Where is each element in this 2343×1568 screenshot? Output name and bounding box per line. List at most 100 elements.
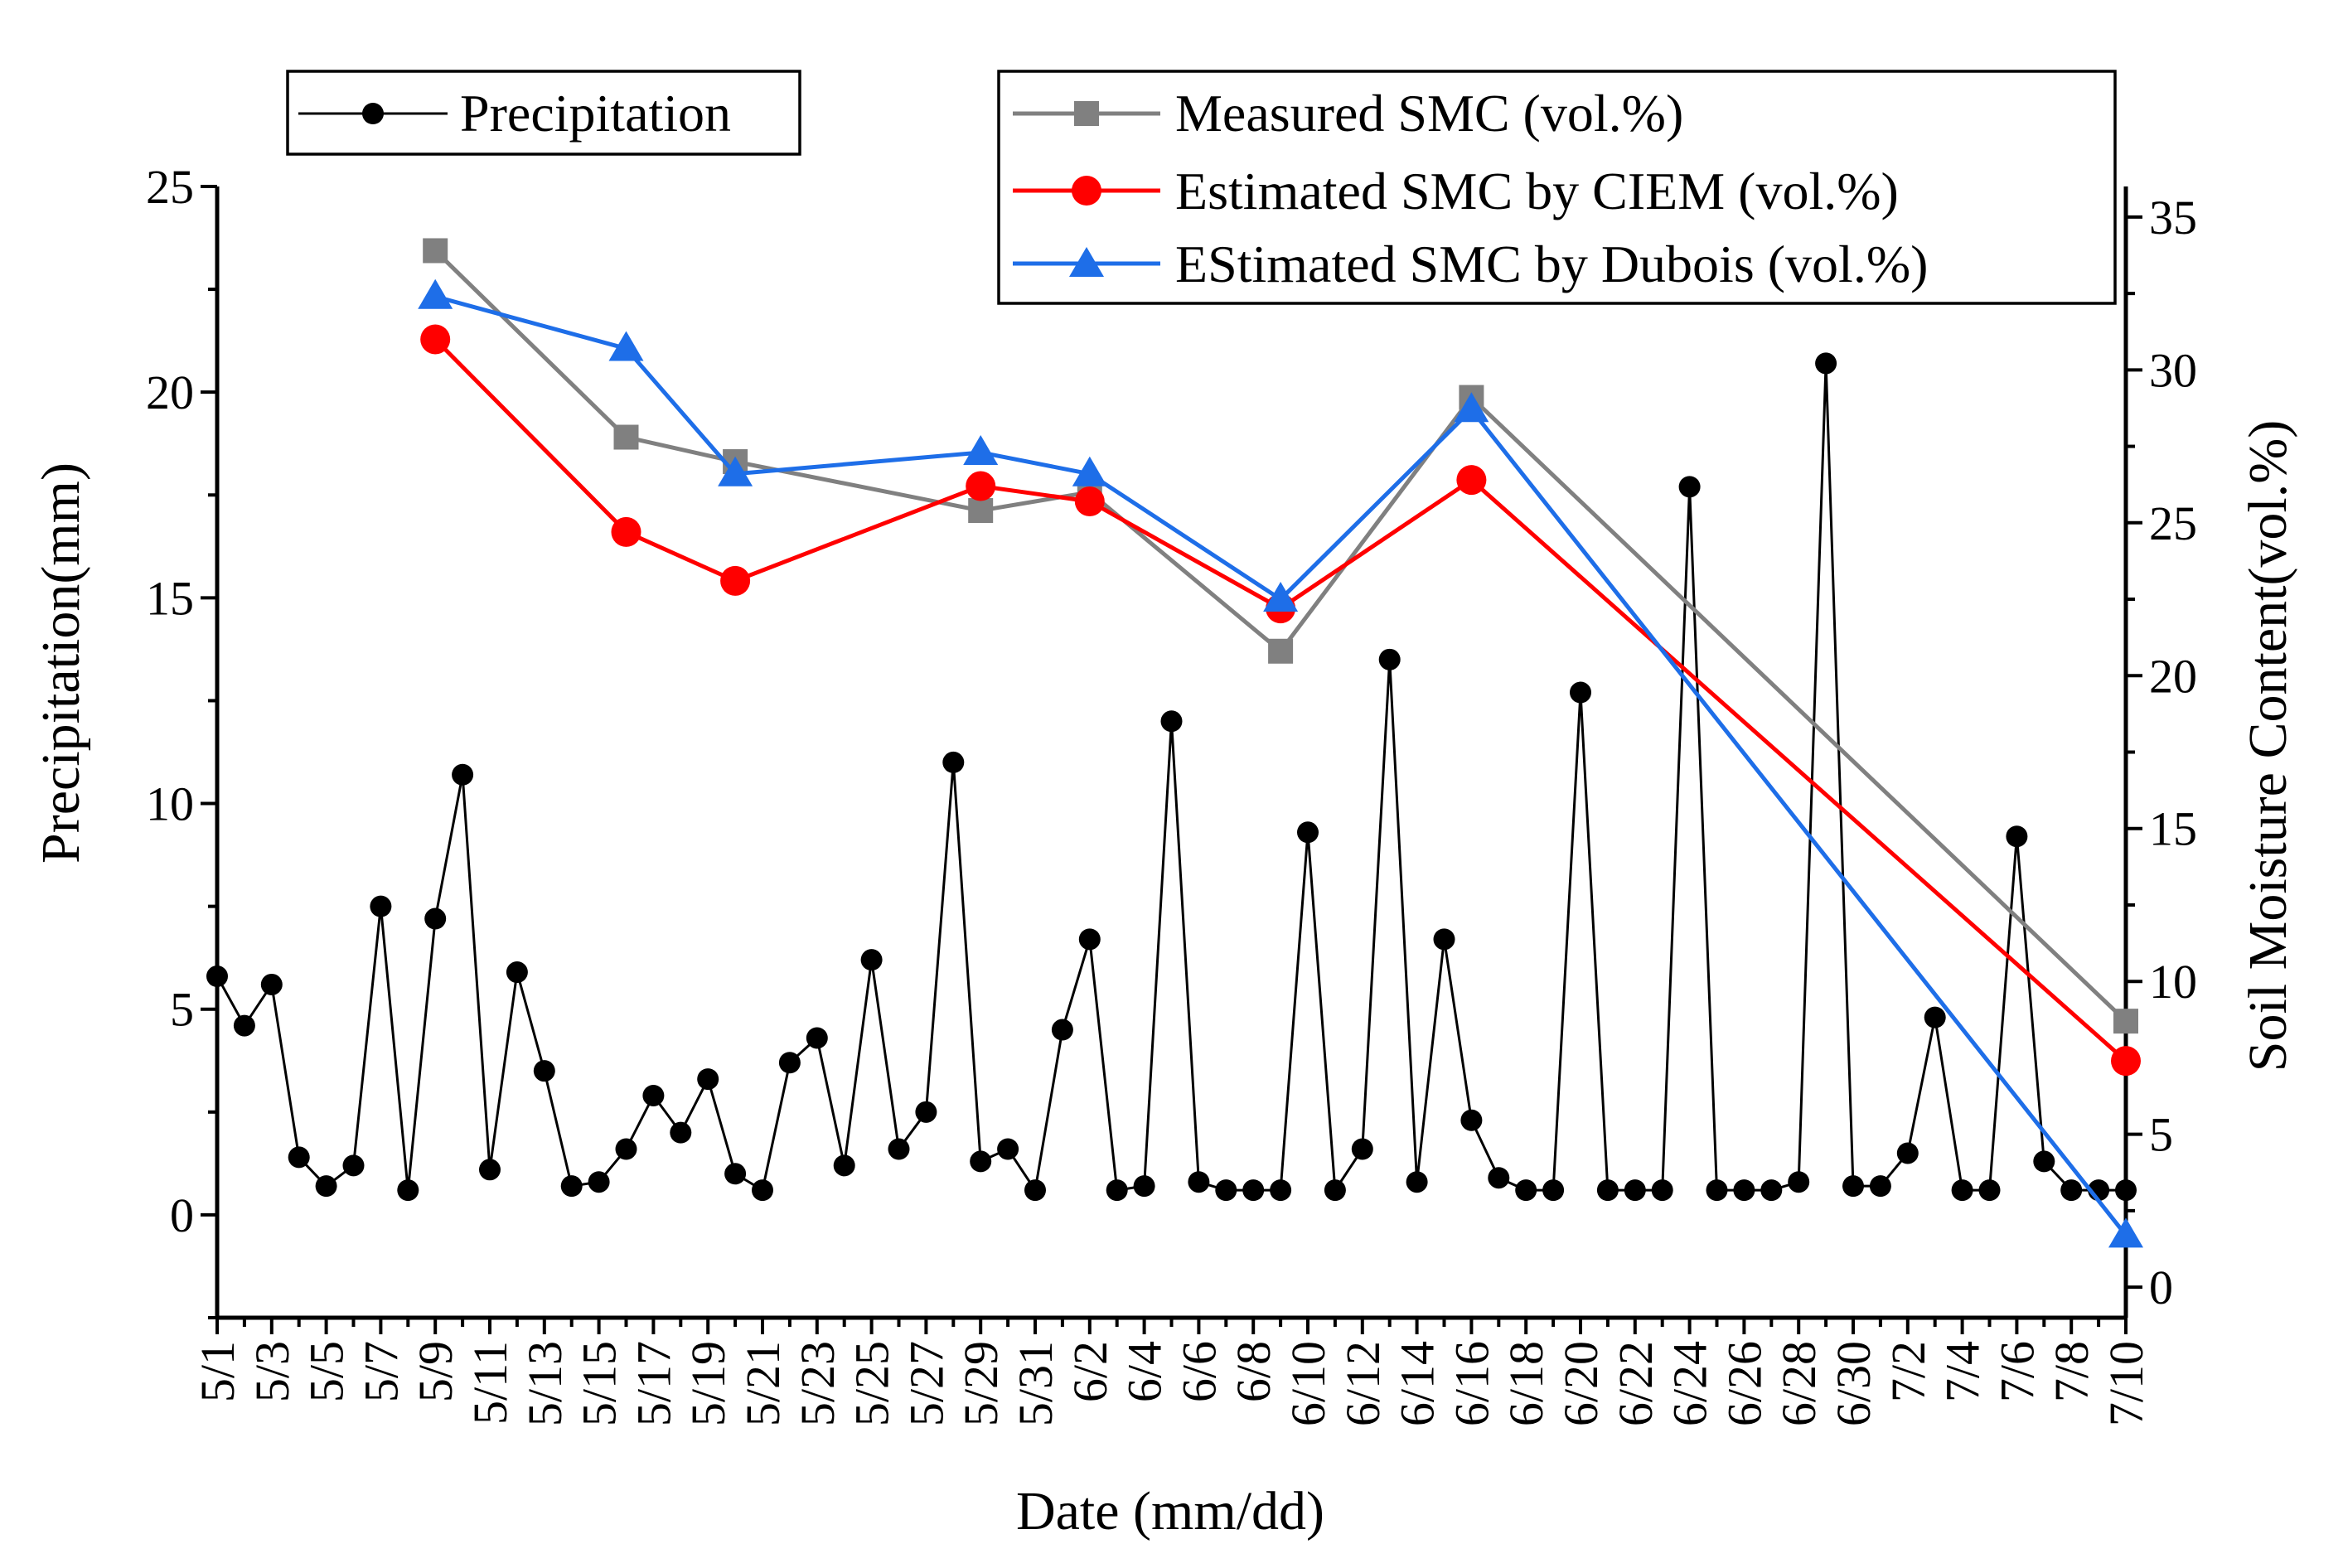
data-point bbox=[724, 1163, 747, 1185]
x-tick-label: 6/22 bbox=[1609, 1341, 1663, 1426]
x-tick-label: 6/30 bbox=[1827, 1341, 1881, 1426]
data-point bbox=[588, 1171, 610, 1193]
series-2 bbox=[420, 324, 2141, 1077]
x-tick-label: 6/6 bbox=[1172, 1341, 1226, 1402]
y-right-tick-label: 20 bbox=[2149, 649, 2197, 703]
data-point bbox=[1570, 681, 1591, 704]
data-point bbox=[1924, 1006, 1946, 1028]
data-point bbox=[1488, 1167, 1510, 1189]
data-point bbox=[1270, 1179, 1292, 1202]
data-point bbox=[1074, 486, 1105, 516]
data-point bbox=[970, 1150, 992, 1173]
x-tick-label: 5/13 bbox=[518, 1341, 572, 1426]
data-point bbox=[1378, 648, 1401, 670]
series-layer bbox=[206, 238, 2143, 1248]
data-point bbox=[1106, 1179, 1128, 1202]
data-point bbox=[963, 434, 999, 465]
x-tick-label: 6/18 bbox=[1499, 1341, 1553, 1426]
data-point bbox=[1188, 1171, 1210, 1193]
data-point bbox=[2033, 1150, 2055, 1173]
data-point bbox=[1460, 1109, 1483, 1131]
x-tick-label: 6/16 bbox=[1445, 1341, 1498, 1426]
x-tick-label: 5/17 bbox=[627, 1341, 680, 1426]
data-point bbox=[1160, 710, 1183, 733]
legend-precipitation-label: Precipitation bbox=[460, 84, 731, 143]
data-point bbox=[1896, 1142, 1919, 1164]
data-point bbox=[1072, 456, 1107, 486]
data-point bbox=[915, 1101, 937, 1123]
data-point bbox=[1788, 1171, 1810, 1193]
x-tick-label: 6/2 bbox=[1063, 1341, 1117, 1402]
data-point bbox=[1456, 465, 1487, 496]
data-point bbox=[1815, 352, 1837, 375]
legend-measured-marker bbox=[1074, 101, 1099, 126]
y-right-axis-title: Soil Moisture Content(vol.%) bbox=[2238, 420, 2298, 1072]
x-tick-label: 6/14 bbox=[1391, 1341, 1445, 1426]
x-tick-label: 6/10 bbox=[1281, 1341, 1335, 1426]
legend-dubois-marker bbox=[1069, 247, 1104, 277]
x-tick-label: 5/5 bbox=[300, 1341, 354, 1402]
data-point bbox=[506, 961, 528, 984]
data-point bbox=[1297, 821, 1319, 844]
legend-dubois-label: EStimated SMC by Dubois (vol.%) bbox=[1175, 235, 1928, 293]
y-left-axis-title: Precipitation(mm) bbox=[31, 462, 91, 864]
x-tick-label: 5/27 bbox=[899, 1341, 953, 1426]
legend-ciem-marker bbox=[1072, 176, 1101, 206]
x-tick-label: 5/15 bbox=[573, 1341, 627, 1426]
x-axis-title: Date (mm/dd) bbox=[1016, 1481, 1324, 1541]
data-point bbox=[888, 1138, 910, 1160]
data-point bbox=[233, 1014, 255, 1037]
data-point bbox=[2113, 1009, 2138, 1034]
legend-precipitation: Precipitation bbox=[286, 70, 801, 156]
x-tick-label: 7/8 bbox=[2045, 1341, 2099, 1402]
x-tick-label: 7/6 bbox=[1990, 1341, 2044, 1402]
data-point bbox=[1596, 1179, 1619, 1202]
legend-ciem-label: Estimated SMC by CIEM (vol.%) bbox=[1175, 162, 1899, 220]
data-point bbox=[1454, 392, 1489, 423]
y-right-tick-label: 30 bbox=[2149, 343, 2197, 397]
y-left-tick-label: 10 bbox=[146, 777, 194, 831]
data-point bbox=[1268, 638, 1294, 664]
data-point bbox=[1951, 1179, 1973, 1202]
data-point bbox=[860, 949, 883, 971]
legend-smc-box bbox=[997, 70, 2117, 305]
series-line-0 bbox=[215, 361, 2126, 1192]
data-point bbox=[1760, 1179, 1783, 1202]
data-point bbox=[1542, 1179, 1565, 1202]
data-point bbox=[420, 324, 451, 355]
data-point bbox=[2006, 825, 2028, 848]
series-line-3 bbox=[434, 294, 2128, 1236]
series-3 bbox=[418, 278, 2143, 1248]
data-point bbox=[778, 1052, 801, 1074]
data-point bbox=[2060, 1179, 2083, 1202]
data-point bbox=[942, 751, 965, 773]
data-point bbox=[613, 424, 639, 450]
data-point bbox=[1869, 1175, 1891, 1198]
series-line-1 bbox=[433, 249, 2128, 1023]
data-point bbox=[533, 1060, 555, 1082]
x-tick-label: 5/3 bbox=[245, 1341, 299, 1402]
series-0 bbox=[206, 352, 2137, 1202]
x-tick-label: 5/25 bbox=[845, 1341, 899, 1426]
y-right-tick-label: 10 bbox=[2149, 955, 2197, 1009]
data-point bbox=[1133, 1175, 1155, 1198]
data-point bbox=[720, 565, 751, 596]
data-point bbox=[1406, 1171, 1428, 1193]
y-right-tick-label: 5 bbox=[2149, 1108, 2173, 1162]
x-tick-label: 5/7 bbox=[354, 1341, 408, 1402]
x-tick-label: 6/20 bbox=[1554, 1341, 1608, 1426]
x-tick-label: 6/12 bbox=[1336, 1341, 1390, 1426]
data-point bbox=[1263, 582, 1299, 612]
data-point bbox=[966, 471, 996, 501]
data-point bbox=[560, 1175, 583, 1198]
x-tick-label: 5/19 bbox=[681, 1341, 735, 1426]
data-point bbox=[718, 456, 753, 486]
data-point bbox=[997, 1138, 1019, 1160]
x-tick-label: 7/10 bbox=[2099, 1341, 2153, 1426]
data-point bbox=[1215, 1179, 1237, 1202]
legend-smc: Measured SMC (vol.%) Estimated SMC by CI… bbox=[997, 70, 2117, 305]
x-tick-label: 7/4 bbox=[1936, 1341, 1990, 1402]
data-point bbox=[1324, 1179, 1346, 1202]
y-right-tick-label: 25 bbox=[2149, 496, 2197, 550]
